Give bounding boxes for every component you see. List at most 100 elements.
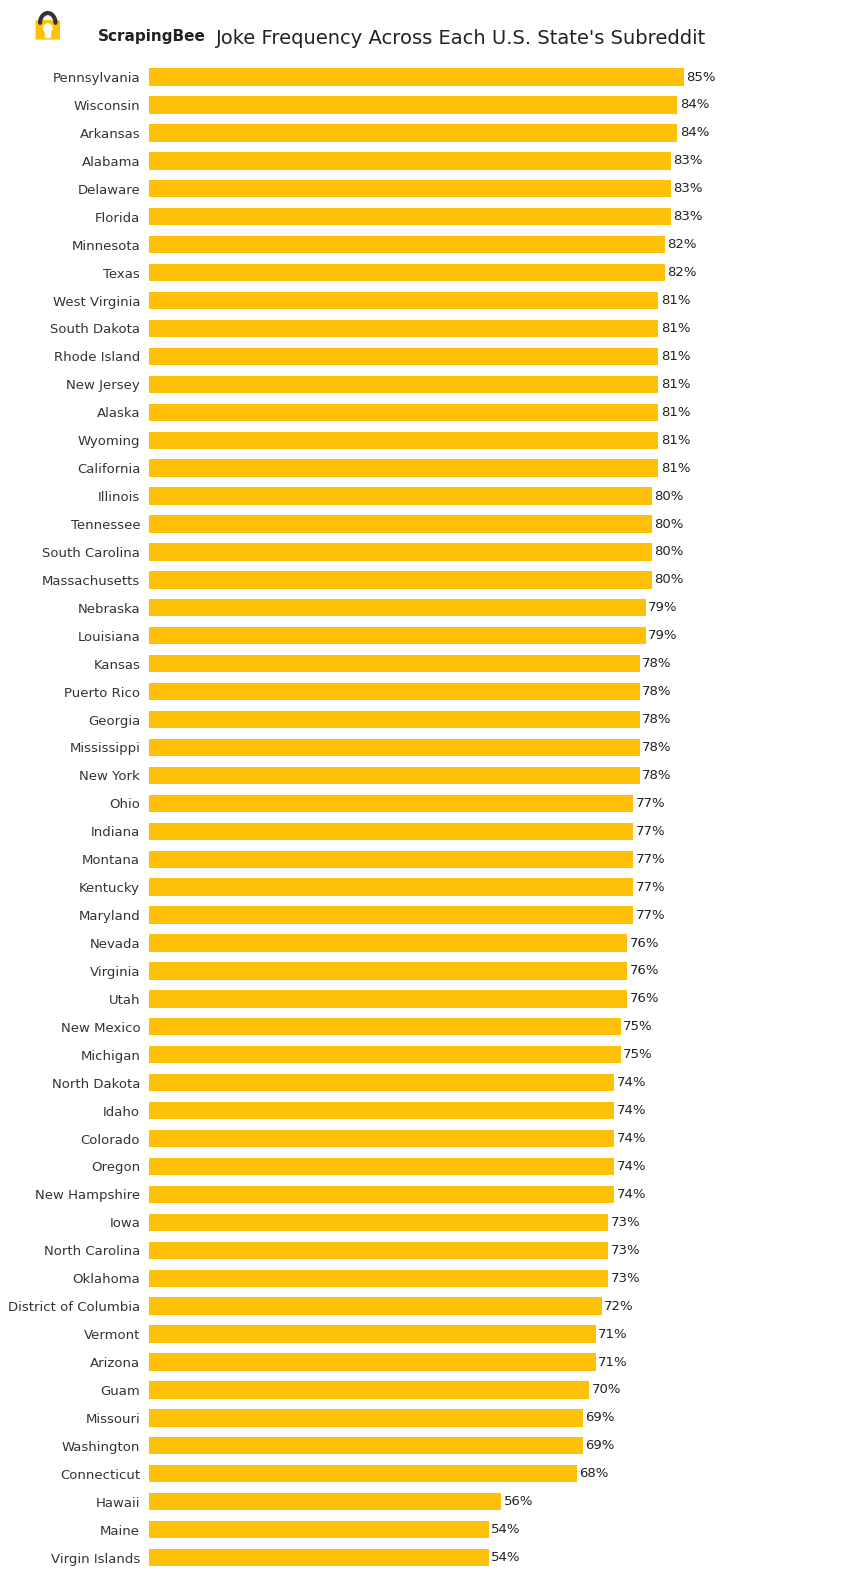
Text: 82%: 82%	[666, 238, 696, 251]
Text: 81%: 81%	[660, 294, 689, 306]
Text: 74%: 74%	[616, 1189, 646, 1201]
Text: 73%: 73%	[610, 1216, 640, 1228]
Bar	[149, 906, 632, 924]
Text: 75%: 75%	[623, 1049, 652, 1062]
Bar	[149, 682, 639, 700]
Text: 54%: 54%	[491, 1550, 520, 1565]
Text: Joke Frequency Across Each U.S. State's Subreddit: Joke Frequency Across Each U.S. State's …	[216, 29, 705, 48]
Bar	[149, 263, 664, 281]
Bar	[149, 851, 632, 868]
Text: 77%: 77%	[635, 881, 665, 893]
Bar	[149, 1074, 613, 1092]
Bar	[149, 348, 658, 365]
Text: 81%: 81%	[660, 378, 689, 390]
Text: 84%: 84%	[679, 98, 708, 111]
Bar	[149, 124, 676, 141]
Text: 83%: 83%	[673, 154, 702, 167]
Text: 78%: 78%	[642, 770, 671, 782]
Text: 71%: 71%	[597, 1355, 627, 1368]
Text: 72%: 72%	[603, 1300, 633, 1312]
Text: 74%: 74%	[616, 1160, 646, 1173]
Text: 81%: 81%	[660, 406, 689, 419]
Bar	[149, 181, 671, 197]
Bar	[149, 460, 658, 476]
Bar	[149, 1019, 620, 1035]
Text: 54%: 54%	[491, 1524, 520, 1536]
Bar	[149, 1185, 613, 1203]
Bar	[149, 432, 658, 449]
Bar	[149, 935, 626, 952]
Bar	[149, 1354, 595, 1371]
Bar	[149, 740, 639, 755]
Bar	[149, 68, 682, 86]
Bar	[149, 97, 676, 114]
Bar	[149, 822, 632, 840]
Bar	[149, 962, 626, 979]
Bar	[149, 236, 664, 254]
Text: 74%: 74%	[616, 1132, 646, 1146]
Bar	[149, 627, 645, 644]
Bar	[149, 1465, 576, 1482]
Text: 77%: 77%	[635, 852, 665, 865]
Text: 69%: 69%	[584, 1439, 614, 1452]
Bar	[149, 376, 658, 394]
Text: 74%: 74%	[616, 1076, 646, 1089]
Text: 81%: 81%	[660, 322, 689, 335]
Text: 80%: 80%	[653, 546, 683, 559]
Bar	[149, 487, 651, 505]
Text: 80%: 80%	[653, 489, 683, 503]
Text: 74%: 74%	[616, 1105, 646, 1117]
Circle shape	[43, 24, 52, 32]
Bar	[149, 1520, 488, 1538]
Bar	[149, 152, 671, 170]
Text: 70%: 70%	[591, 1384, 620, 1397]
Bar	[149, 208, 671, 225]
Bar	[149, 1101, 613, 1119]
Text: 78%: 78%	[642, 657, 671, 670]
Bar	[149, 600, 645, 616]
Bar	[149, 321, 658, 336]
Bar	[149, 1046, 620, 1063]
Text: 73%: 73%	[610, 1244, 640, 1257]
Bar	[149, 1298, 602, 1314]
Bar	[149, 543, 651, 560]
Text: 83%: 83%	[673, 209, 702, 224]
Bar	[149, 1381, 589, 1398]
Bar	[149, 516, 651, 533]
Text: 73%: 73%	[610, 1271, 640, 1285]
Bar	[149, 1409, 582, 1427]
Text: 78%: 78%	[642, 686, 671, 698]
Text: 75%: 75%	[623, 1020, 652, 1033]
Bar	[149, 879, 632, 895]
Bar	[149, 1159, 613, 1174]
Text: 85%: 85%	[685, 70, 715, 84]
Text: 76%: 76%	[629, 992, 659, 1006]
Text: 77%: 77%	[635, 797, 665, 809]
Text: 81%: 81%	[660, 349, 689, 363]
Bar	[149, 767, 639, 784]
Bar	[149, 571, 651, 589]
Bar	[149, 795, 632, 813]
Bar	[149, 990, 626, 1008]
Text: 77%: 77%	[635, 909, 665, 922]
Text: 81%: 81%	[660, 462, 689, 475]
Text: 77%: 77%	[635, 825, 665, 838]
Bar	[149, 1438, 582, 1454]
Text: ScrapingBee: ScrapingBee	[98, 29, 205, 44]
Text: 80%: 80%	[653, 573, 683, 586]
Text: 79%: 79%	[648, 628, 677, 643]
Text: 76%: 76%	[629, 965, 659, 978]
Text: 82%: 82%	[666, 267, 696, 279]
Text: 78%: 78%	[642, 713, 671, 725]
Bar	[149, 1549, 488, 1566]
Text: 76%: 76%	[629, 936, 659, 949]
Bar	[149, 1325, 595, 1343]
Text: 79%: 79%	[648, 601, 677, 614]
Bar	[149, 1493, 501, 1511]
Bar	[149, 655, 639, 673]
Text: 83%: 83%	[673, 183, 702, 195]
Bar	[149, 1270, 607, 1287]
Text: 80%: 80%	[653, 517, 683, 530]
Bar	[149, 1130, 613, 1147]
Bar	[149, 292, 658, 309]
